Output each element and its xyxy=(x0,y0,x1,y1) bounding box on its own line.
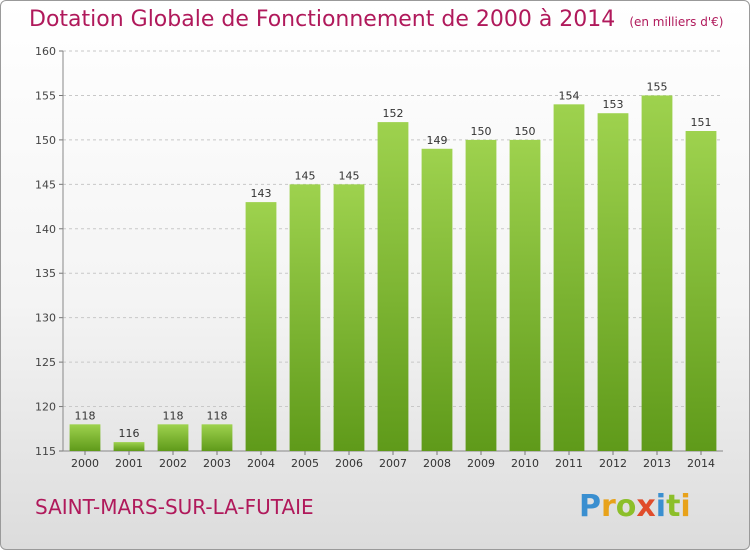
data-label: 145 xyxy=(295,169,316,182)
y-tick-label: 130 xyxy=(35,312,56,325)
bar xyxy=(597,113,629,451)
data-label: 116 xyxy=(119,427,140,440)
bar xyxy=(69,424,101,451)
bar xyxy=(509,139,541,451)
y-tick-label: 140 xyxy=(35,223,56,236)
data-label: 155 xyxy=(647,80,668,93)
chart-title-text: Dotation Globale de Fonctionnement de 20… xyxy=(29,7,616,32)
data-label: 152 xyxy=(383,107,404,120)
y-tick-label: 145 xyxy=(35,178,56,191)
commune-name: SAINT-MARS-SUR-LA-FUTAIE xyxy=(35,495,314,519)
y-tick-label: 120 xyxy=(35,401,56,414)
x-tick-label: 2013 xyxy=(643,457,671,470)
x-tick-label: 2006 xyxy=(335,457,363,470)
bar xyxy=(553,104,585,451)
x-tick-label: 2014 xyxy=(687,457,715,470)
bar xyxy=(465,139,497,451)
y-tick-label: 155 xyxy=(35,89,56,102)
bar xyxy=(685,131,717,451)
data-label: 118 xyxy=(207,409,228,422)
bar xyxy=(641,95,673,451)
x-tick-label: 2003 xyxy=(203,457,231,470)
data-label: 118 xyxy=(163,409,184,422)
y-tick-label: 135 xyxy=(35,267,56,280)
data-label: 150 xyxy=(471,125,492,138)
data-label: 145 xyxy=(339,169,360,182)
chart-subtitle: (en milliers d'€) xyxy=(629,15,724,29)
proxiti-logo: Proxiti xyxy=(579,489,691,524)
bar xyxy=(289,184,321,452)
x-tick-label: 2000 xyxy=(71,457,99,470)
data-label: 154 xyxy=(559,89,580,102)
y-tick-label: 125 xyxy=(35,356,56,369)
x-tick-label: 2012 xyxy=(599,457,627,470)
bar xyxy=(333,184,365,452)
x-tick-label: 2011 xyxy=(555,457,583,470)
bar xyxy=(157,424,189,451)
x-tick-label: 2001 xyxy=(115,457,143,470)
data-label: 151 xyxy=(691,116,712,129)
x-tick-label: 2005 xyxy=(291,457,319,470)
data-label: 149 xyxy=(427,134,448,147)
x-tick-label: 2004 xyxy=(247,457,275,470)
chart-title: Dotation Globale de Fonctionnement de 20… xyxy=(29,7,723,32)
bar xyxy=(377,122,409,451)
bar xyxy=(113,442,145,451)
bar xyxy=(245,202,277,451)
y-tick-label: 160 xyxy=(35,45,56,58)
data-label: 150 xyxy=(515,125,536,138)
y-tick-label: 115 xyxy=(35,445,56,458)
data-label: 153 xyxy=(603,98,624,111)
bar xyxy=(201,424,233,451)
data-label: 143 xyxy=(251,187,272,200)
x-tick-label: 2010 xyxy=(511,457,539,470)
y-tick-label: 150 xyxy=(35,134,56,147)
data-label: 118 xyxy=(75,409,96,422)
x-tick-label: 2007 xyxy=(379,457,407,470)
x-tick-label: 2008 xyxy=(423,457,451,470)
bar xyxy=(421,148,453,451)
x-tick-label: 2002 xyxy=(159,457,187,470)
x-tick-label: 2009 xyxy=(467,457,495,470)
